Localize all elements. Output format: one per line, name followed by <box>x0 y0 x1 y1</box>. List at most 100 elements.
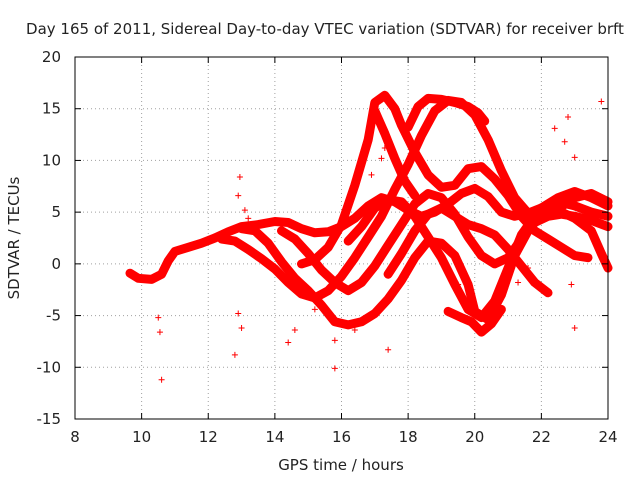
data-point <box>431 107 438 114</box>
data-point <box>465 306 472 313</box>
data-point <box>271 218 278 225</box>
data-point <box>438 194 445 201</box>
x-tick-label: 12 <box>199 428 218 446</box>
outlier-point <box>235 192 242 199</box>
data-point <box>381 130 388 137</box>
outlier-point <box>455 281 462 288</box>
x-tick-label: 16 <box>332 428 351 446</box>
x-tick-label: 22 <box>532 428 551 446</box>
data-point <box>411 192 418 199</box>
data-point <box>331 318 338 325</box>
data-point <box>345 238 352 245</box>
data-point <box>198 240 205 247</box>
data-point <box>401 178 408 185</box>
data-point <box>571 202 578 209</box>
data-point <box>278 227 285 234</box>
data-point <box>398 198 405 205</box>
data-point <box>165 257 172 264</box>
data-point <box>498 167 505 174</box>
data-point <box>598 250 605 257</box>
data-point <box>385 296 392 303</box>
data-point <box>555 194 562 201</box>
data-point <box>345 321 352 328</box>
data-point <box>518 262 525 269</box>
data-point <box>488 320 495 327</box>
data-point <box>545 213 552 220</box>
data-point <box>505 246 512 253</box>
x-tick-label: 18 <box>399 428 418 446</box>
outlier-point <box>351 327 358 334</box>
data-point <box>498 209 505 216</box>
data-point <box>331 279 338 286</box>
data-point <box>351 254 358 261</box>
data-point <box>398 277 405 284</box>
outlier-point <box>291 327 298 334</box>
data-point <box>545 236 552 243</box>
outlier-point <box>331 337 338 344</box>
chart-title: Day 165 of 2011, Sidereal Day-to-day VTE… <box>26 20 624 38</box>
data-point <box>391 186 398 193</box>
outlier-point <box>381 145 388 152</box>
data-point <box>588 194 595 201</box>
data-point <box>365 202 372 209</box>
outlier-point <box>155 314 162 321</box>
data-point <box>481 118 488 125</box>
data-point <box>218 236 225 243</box>
data-point <box>468 318 475 325</box>
data-point <box>465 233 472 240</box>
y-tick-label: 0 <box>51 255 61 273</box>
data-point <box>185 244 192 251</box>
data-point <box>338 273 345 280</box>
outlier-point <box>385 346 392 353</box>
data-point <box>411 200 418 207</box>
data-point <box>545 205 552 212</box>
data-point <box>518 213 525 220</box>
outlier-point <box>156 329 163 336</box>
data-point <box>255 221 262 228</box>
data-point <box>411 213 418 220</box>
y-tick-label: -10 <box>37 358 62 376</box>
data-point <box>398 122 405 129</box>
data-point <box>485 193 492 200</box>
data-point <box>525 210 532 217</box>
series-track-10 <box>443 304 506 337</box>
y-tick-label: 10 <box>42 151 61 169</box>
data-point <box>465 221 472 228</box>
outlier-point <box>551 125 558 132</box>
data-point <box>345 287 352 294</box>
data-point <box>588 217 595 224</box>
data-point <box>225 228 232 235</box>
data-point <box>411 227 418 234</box>
data-point <box>571 215 578 222</box>
data-point <box>358 318 365 325</box>
data-point <box>478 329 485 336</box>
y-tick-label: 15 <box>42 100 61 118</box>
data-point <box>385 271 392 278</box>
data-point <box>318 267 325 274</box>
data-point <box>126 270 133 277</box>
data-point <box>358 223 365 230</box>
data-point <box>285 279 292 286</box>
data-point <box>438 205 445 212</box>
data-point <box>588 227 595 234</box>
data-point <box>498 306 505 313</box>
data-point <box>478 163 485 170</box>
data-point <box>391 155 398 162</box>
data-point <box>371 205 378 212</box>
data-point <box>438 184 445 191</box>
axis-ticks: 8 10 12 14 16 18 20 22 24 -15 -10 -5 0 5 10 15 20 <box>37 48 618 446</box>
outlier-point <box>561 138 568 145</box>
data-point <box>465 103 472 110</box>
outlier-point <box>565 113 572 120</box>
data-point <box>171 248 178 255</box>
data-point <box>291 236 298 243</box>
data-point <box>398 250 405 257</box>
outlier-point <box>378 155 385 162</box>
data-point <box>545 289 552 296</box>
data-point <box>451 182 458 189</box>
data-point <box>491 260 498 267</box>
data-point <box>471 185 478 192</box>
data-point <box>588 209 595 216</box>
data-point <box>465 281 472 288</box>
data-point <box>398 221 405 228</box>
